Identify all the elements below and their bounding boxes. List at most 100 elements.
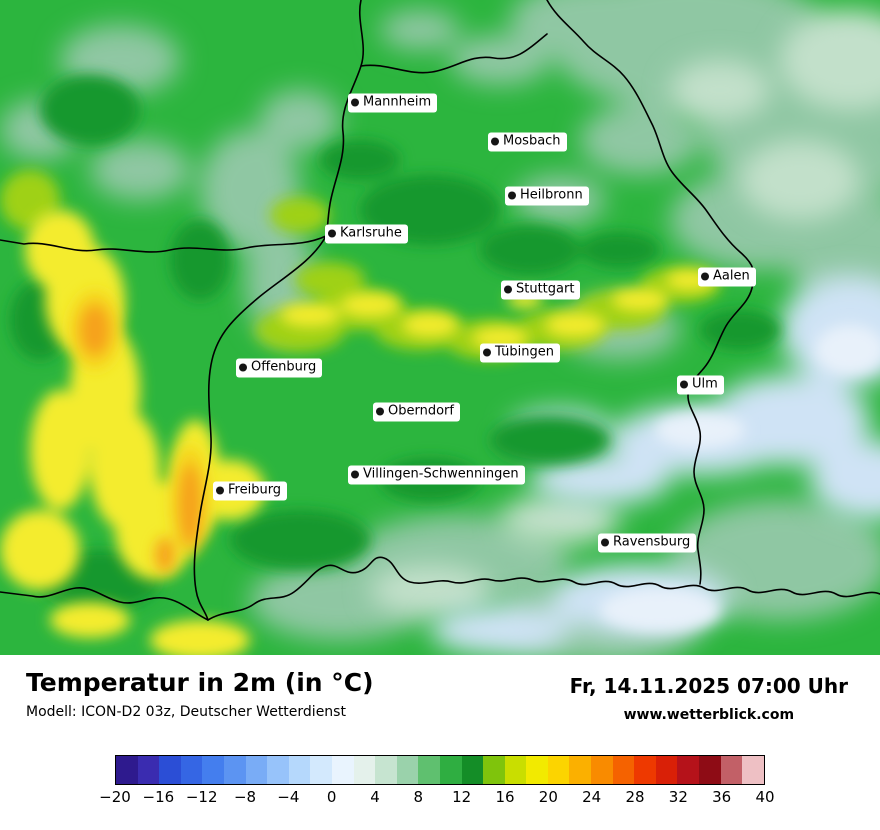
legend-color-segment <box>245 756 268 784</box>
legend-tick-label: 36 <box>712 788 732 806</box>
legend-tick-label: 40 <box>755 788 775 806</box>
city-marker: Offenburg <box>236 358 323 378</box>
footer: Temperatur in 2m (in °C) Modell: ICON-D2… <box>0 655 880 830</box>
legend-tick-label: −16 <box>142 788 175 806</box>
border-rhine-north <box>325 0 365 237</box>
city-label: Oberndorf <box>388 403 454 419</box>
temperature-legend: −20 −16 −12 −8 −4 0 4 8 12 16 20 24 28 32 36 40 <box>99 755 775 810</box>
city-label: Mannheim <box>363 94 432 110</box>
city-label: Ravensburg <box>613 534 691 550</box>
footer-left-block: Temperatur in 2m (in °C) Modell: ICON-D2… <box>26 668 374 720</box>
legend-color-segment <box>353 756 376 784</box>
city-label: Aalen <box>713 268 750 284</box>
legend-color-segment <box>612 756 635 784</box>
city-marker: Villingen-Schwenningen <box>348 465 525 485</box>
legend-tick-label: 12 <box>452 788 472 806</box>
city-label: Villingen-Schwenningen <box>363 466 519 482</box>
legend-tick-label: 4 <box>370 788 380 806</box>
city-dot-icon <box>216 486 224 495</box>
valid-datetime: Fr, 14.11.2025 07:00 Uhr <box>569 674 848 698</box>
legend-color-segment <box>180 756 203 784</box>
city-label: Ulm <box>692 376 718 392</box>
city-dot-icon <box>491 137 499 146</box>
legend-color-segment <box>526 756 548 784</box>
legend-color-segment <box>310 756 332 784</box>
legend-color-segment <box>720 756 743 784</box>
city-label: Tübingen <box>495 344 554 360</box>
city-marker: Karlsruhe <box>325 224 408 244</box>
legend-tick-label: −20 <box>99 788 131 806</box>
legend-color-segment <box>375 756 397 784</box>
city-dot-icon <box>601 538 609 547</box>
city-dot-icon <box>351 470 359 479</box>
map-pale-sage-regions <box>370 10 880 615</box>
city-marker: Aalen <box>698 267 756 287</box>
border-southwest <box>0 587 209 621</box>
city-label: Mosbach <box>503 133 561 149</box>
legend-tick-label: 20 <box>538 788 558 806</box>
footer-top-row: Temperatur in 2m (in °C) Modell: ICON-D2… <box>26 668 848 723</box>
legend-tick-label: −8 <box>233 788 257 806</box>
city-dot-icon <box>351 98 359 107</box>
temperature-map-svg <box>0 0 880 655</box>
website-link[interactable]: www.wetterblick.com <box>623 707 795 723</box>
city-label: Offenburg <box>251 359 317 375</box>
city-marker: Tübingen <box>480 343 560 363</box>
legend-tick-label: 28 <box>625 788 645 806</box>
city-label: Stuttgart <box>516 281 575 297</box>
city-marker: Oberndorf <box>373 402 460 422</box>
legend-color-segment <box>202 756 224 784</box>
city-label: Karlsruhe <box>340 225 402 241</box>
legend-color-segment <box>569 756 592 784</box>
city-marker: Stuttgart <box>501 280 581 300</box>
legend-tick-label: 32 <box>668 788 688 806</box>
legend-color-segment <box>483 756 505 784</box>
city-label: Heilbronn <box>520 187 583 203</box>
legend-tick-label: 0 <box>326 788 337 806</box>
border-bavaria <box>546 0 755 585</box>
city-dot-icon <box>680 380 688 389</box>
map-border-lines <box>0 0 880 621</box>
map-title: Temperatur in 2m (in °C) <box>26 668 374 697</box>
border-switzerland <box>207 556 880 621</box>
city-marker: Mosbach <box>488 132 567 152</box>
legend-color-segment <box>159 756 181 784</box>
city-dot-icon <box>504 285 512 294</box>
legend-color-segment <box>655 756 678 784</box>
legend-color-segment <box>137 756 160 784</box>
border-france-land <box>0 235 327 253</box>
border-hessen <box>360 33 548 74</box>
legend-tick-label: 24 <box>582 788 602 806</box>
map-area: Mannheim Mosbach Heilbronn Karlsruhe Stuttga… <box>0 0 880 655</box>
city-dot-icon <box>483 348 491 357</box>
legend-ticks: −20 −16 −12 −8 −4 0 4 8 12 16 20 24 28 32 36 40 <box>99 788 774 810</box>
city-dot-icon <box>239 363 247 372</box>
legend-color-segment <box>418 756 440 784</box>
legend-color-segment <box>267 756 289 784</box>
legend-colorbar <box>115 755 765 785</box>
legend-color-segment <box>634 756 656 784</box>
legend-color-segment <box>461 756 484 784</box>
legend-color-segment <box>547 756 570 784</box>
city-marker: Ravensburg <box>598 533 697 553</box>
legend-color-segment <box>504 756 527 784</box>
city-marker: Ulm <box>677 375 724 395</box>
legend-color-segment <box>677 756 700 784</box>
city-dot-icon <box>508 191 516 200</box>
legend-color-segment <box>331 756 354 784</box>
city-label: Freiburg <box>228 482 282 498</box>
legend-color-segment <box>591 756 613 784</box>
model-info: Modell: ICON-D2 03z, Deutscher Wetterdie… <box>26 703 346 720</box>
city-dot-icon <box>328 229 336 238</box>
legend-color-segment <box>396 756 419 784</box>
legend-color-segment <box>439 756 462 784</box>
legend-tick-label: 16 <box>495 788 515 806</box>
city-marker: Mannheim <box>348 93 438 113</box>
city-dot-icon <box>376 407 384 416</box>
legend-color-segment <box>742 756 764 784</box>
legend-tick-label: 8 <box>413 788 424 806</box>
legend-color-segment <box>116 756 138 784</box>
city-dot-icon <box>701 272 709 281</box>
city-marker: Heilbronn <box>505 186 589 206</box>
